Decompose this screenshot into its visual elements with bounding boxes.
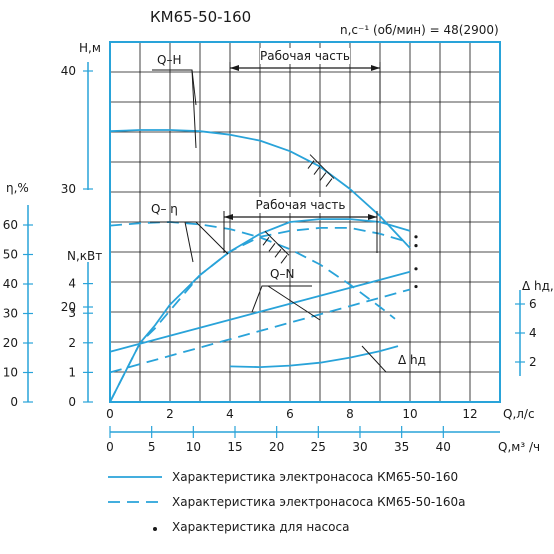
series-head-solid	[109, 129, 411, 249]
working-range-eff-label: Рабочая часть	[256, 198, 346, 212]
tick-label-npsh: 2	[529, 355, 537, 369]
axis-label-npsh: Δ hд,м	[522, 279, 554, 293]
leader-q-n-a	[251, 285, 312, 313]
working-range-eff-arrow-left	[224, 214, 233, 220]
tick-label-efficiency: 20	[3, 336, 18, 350]
tick-label-q-ls: 6	[286, 407, 294, 421]
tick-label-efficiency: 60	[3, 218, 18, 232]
tick-label-q-ls: 4	[226, 407, 234, 421]
working-range-head-label: Рабочая часть	[260, 49, 350, 63]
series-pow-solid	[109, 270, 411, 353]
pump-only-dot	[414, 284, 418, 289]
tick-label-q-ls: 10	[402, 407, 417, 421]
axis-label-q-m3h: Q,м³ /ч	[498, 440, 540, 454]
legend-label: Характеристика электронасоса КМ65-50-160…	[172, 495, 465, 509]
tick-label-head: 30	[61, 182, 76, 196]
tick-label-power: 0	[68, 395, 76, 409]
plot-frame	[109, 41, 501, 403]
tick-label-npsh: 6	[529, 297, 537, 311]
axis-label-power: N,кВт	[67, 249, 102, 263]
hatch-tick	[274, 248, 282, 258]
leader-npsh	[361, 345, 440, 373]
tick-label-efficiency: 40	[3, 277, 18, 291]
hatch-tick	[268, 242, 276, 252]
hatch-tick	[313, 166, 321, 175]
tick-label-efficiency: 10	[3, 366, 18, 380]
legend-label: Характеристика электронасоса КМ65-50-160	[172, 470, 458, 484]
tick-label-q-m3h: 35	[394, 440, 409, 454]
tick-label-head: 20	[61, 300, 76, 314]
axes: 0 2 4 6 8 10 12 Q,л/с0 5 10 15 20 25 30 35 40 Q,м³ /ч203…	[3, 41, 554, 454]
pump-only-dot	[414, 267, 418, 271]
tick-label-q-ls: 12	[462, 407, 477, 421]
tick-label-q-m3h: 15	[227, 440, 242, 454]
tick-label-q-m3h: 30	[352, 440, 367, 454]
label-npsh: Δ hд	[398, 353, 426, 367]
tick-label-efficiency: 30	[3, 307, 18, 321]
legend-label: Характеристика для насоса	[172, 520, 349, 534]
legend-marker-dot	[153, 527, 157, 531]
tick-label-q-ls: 8	[346, 407, 354, 421]
tick-label-q-m3h: 40	[436, 440, 451, 454]
label-q-eta: Q– η	[151, 202, 178, 216]
tick-label-power: 1	[68, 365, 76, 379]
pump-only-dot	[414, 235, 418, 239]
working-range-eff-arrow-right	[368, 214, 377, 220]
tick-label-npsh: 4	[529, 326, 537, 340]
series-head-dashed	[109, 221, 396, 320]
tick-label-power: 3	[68, 306, 76, 320]
tick-label-q-m3h: 20	[269, 440, 284, 454]
chart-title: КМ65-50-160	[150, 8, 251, 26]
leader-q-h-solid	[191, 69, 197, 106]
hatch-tick	[325, 178, 333, 187]
hatch-line	[264, 230, 290, 256]
hatch-tick	[262, 236, 270, 246]
working-range-head-arrow-right	[371, 65, 380, 71]
curves	[109, 129, 418, 403]
tick-label-q-ls: 0	[106, 407, 114, 421]
speed-label: n,c⁻¹ (об/мин) = 48(2900)	[340, 23, 499, 37]
legend: Характеристика электронасоса КМ65-50-160…	[108, 470, 465, 534]
leader-q-h-dashed	[152, 69, 197, 149]
axis-label-efficiency: η,%	[6, 181, 29, 195]
leader-q-eta-a	[150, 221, 229, 255]
tick-label-q-m3h: 10	[186, 440, 201, 454]
working-range-head-label-bg	[260, 48, 350, 64]
axis-label-q-ls: Q,л/с	[503, 407, 535, 421]
label-q-n: Q–N	[270, 267, 294, 281]
annotations: Рабочая часть Рабочая часть Q–H Q– η Q–N Δ hд	[150, 48, 440, 373]
tick-label-q-m3h: 25	[311, 440, 326, 454]
series-npsh-solid	[229, 345, 399, 369]
hatch-tick	[307, 160, 315, 169]
axis-label-head: Н,м	[79, 41, 101, 55]
hatch-line	[309, 154, 335, 179]
tick-label-power: 2	[68, 336, 76, 350]
tick-label-q-m3h: 5	[148, 440, 156, 454]
tick-label-q-m3h: 0	[106, 440, 114, 454]
series-pow-dashed	[109, 288, 411, 374]
tick-label-power: 4	[68, 277, 76, 291]
working-range-head-arrow-left	[230, 65, 239, 71]
leader-q-n-b	[267, 285, 321, 321]
tick-label-efficiency: 50	[3, 248, 18, 262]
hatch-tick	[319, 172, 327, 181]
grid	[109, 41, 501, 403]
leader-q-eta-b	[184, 221, 194, 263]
tick-label-head: 40	[61, 64, 76, 78]
label-q-h: Q–H	[157, 53, 181, 67]
working-range-eff-label-bg	[255, 197, 346, 213]
pump-only-dot	[414, 244, 418, 248]
hatch-tick	[280, 254, 288, 264]
tick-label-efficiency: 0	[10, 395, 18, 409]
tick-label-q-ls: 2	[166, 407, 174, 421]
